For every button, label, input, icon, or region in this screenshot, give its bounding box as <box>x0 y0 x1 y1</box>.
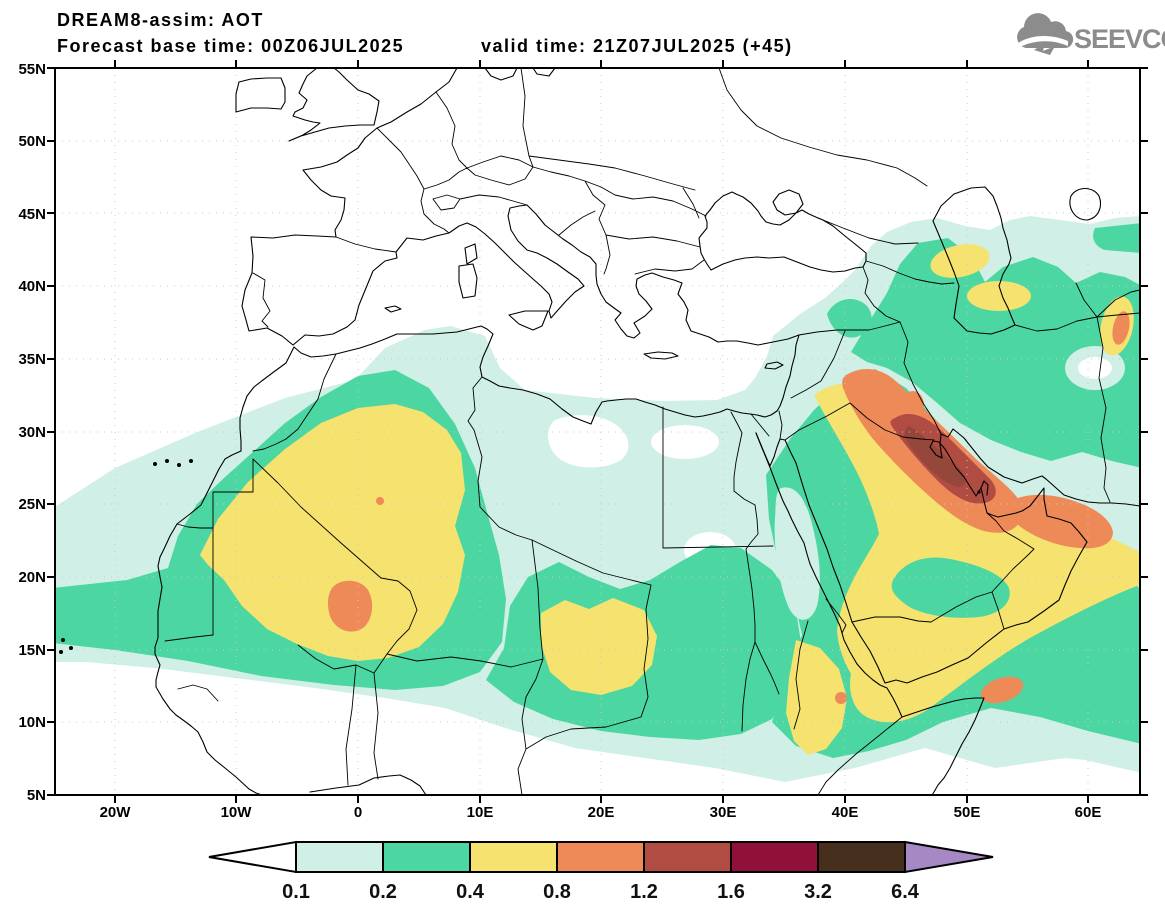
map-frame <box>47 60 1148 803</box>
colorbar-tick-label: 0.8 <box>543 881 571 903</box>
lat-label: 50N <box>18 133 46 150</box>
lon-label: 0 <box>354 804 362 821</box>
lat-label: 15N <box>18 642 46 659</box>
seevccc-logo: SEEVCCC <box>1017 13 1165 55</box>
lon-label: 60E <box>1075 804 1102 821</box>
coastlines <box>59 68 1140 795</box>
lon-label: 20W <box>100 804 132 821</box>
lat-label: 35N <box>18 351 46 368</box>
lat-label: 25N <box>18 496 46 513</box>
colorbar-segment <box>817 841 906 873</box>
logo-text: SEEVCCC <box>1074 24 1165 54</box>
colorbar-tick-label: 1.6 <box>717 881 745 903</box>
colorbar-tick-label: 6.4 <box>891 881 920 903</box>
lat-label: 40N <box>18 278 46 295</box>
lon-label: 40E <box>832 804 859 821</box>
lon-label: 10E <box>467 804 494 821</box>
lat-label: 20N <box>18 569 46 586</box>
lat-label: 5N <box>27 787 46 804</box>
colorbar-tick-label: 0.1 <box>282 881 310 903</box>
aot-rub-al-khali-green <box>891 557 1010 618</box>
grid-lines <box>55 68 1140 795</box>
colorbar-segment <box>730 841 819 873</box>
lat-label: 10N <box>18 714 46 731</box>
lon-label: 50E <box>954 804 981 821</box>
colorbar: 0.1 0.2 0.4 0.8 1.2 1.6 3.2 6.4 <box>208 840 994 903</box>
axis-ticks <box>47 60 1148 803</box>
cloud-icon <box>1017 13 1074 55</box>
lon-label: 20E <box>588 804 615 821</box>
country-borders <box>164 68 1140 795</box>
forecast-base-time-label: Forecast base time: 00Z06JUL2025 <box>57 36 404 56</box>
colorbar-tick-label: 3.2 <box>804 881 832 903</box>
aot-level-1p2-core <box>890 413 996 504</box>
colorbar-segment <box>295 841 384 873</box>
colorbar-tick-label: 0.4 <box>456 881 485 903</box>
aot-level-0p4-regions <box>200 244 1140 755</box>
lat-axis-labels: 55N 50N 45N 40N 35N 30N 25N 20N 15N 10N … <box>18 61 46 804</box>
valid-time-label: valid time: 21Z07JUL2025 (+45) <box>481 36 793 56</box>
lat-label: 30N <box>18 424 46 441</box>
colorbar-over-arrow <box>904 840 994 874</box>
colorbar-tick-label: 1.2 <box>630 881 658 903</box>
colorbar-segment <box>382 841 471 873</box>
lon-label: 10W <box>221 804 253 821</box>
lon-label: 30E <box>710 804 737 821</box>
colorbar-segment <box>643 841 732 873</box>
colorbar-segment <box>556 841 645 873</box>
aot-filled-contours <box>55 216 1140 782</box>
page-title: DREAM8-assim: AOT <box>57 10 264 30</box>
colorbar-tick-label: 0.2 <box>369 881 397 903</box>
map-plot <box>47 60 1148 803</box>
lat-label: 55N <box>18 61 46 78</box>
lon-axis-labels: 20W 10W 0 10E 20E 30E 40E 50E 60E <box>100 804 1102 821</box>
colorbar-under-arrow <box>208 840 297 874</box>
lat-label: 45N <box>18 206 46 223</box>
colorbar-segment <box>469 841 558 873</box>
